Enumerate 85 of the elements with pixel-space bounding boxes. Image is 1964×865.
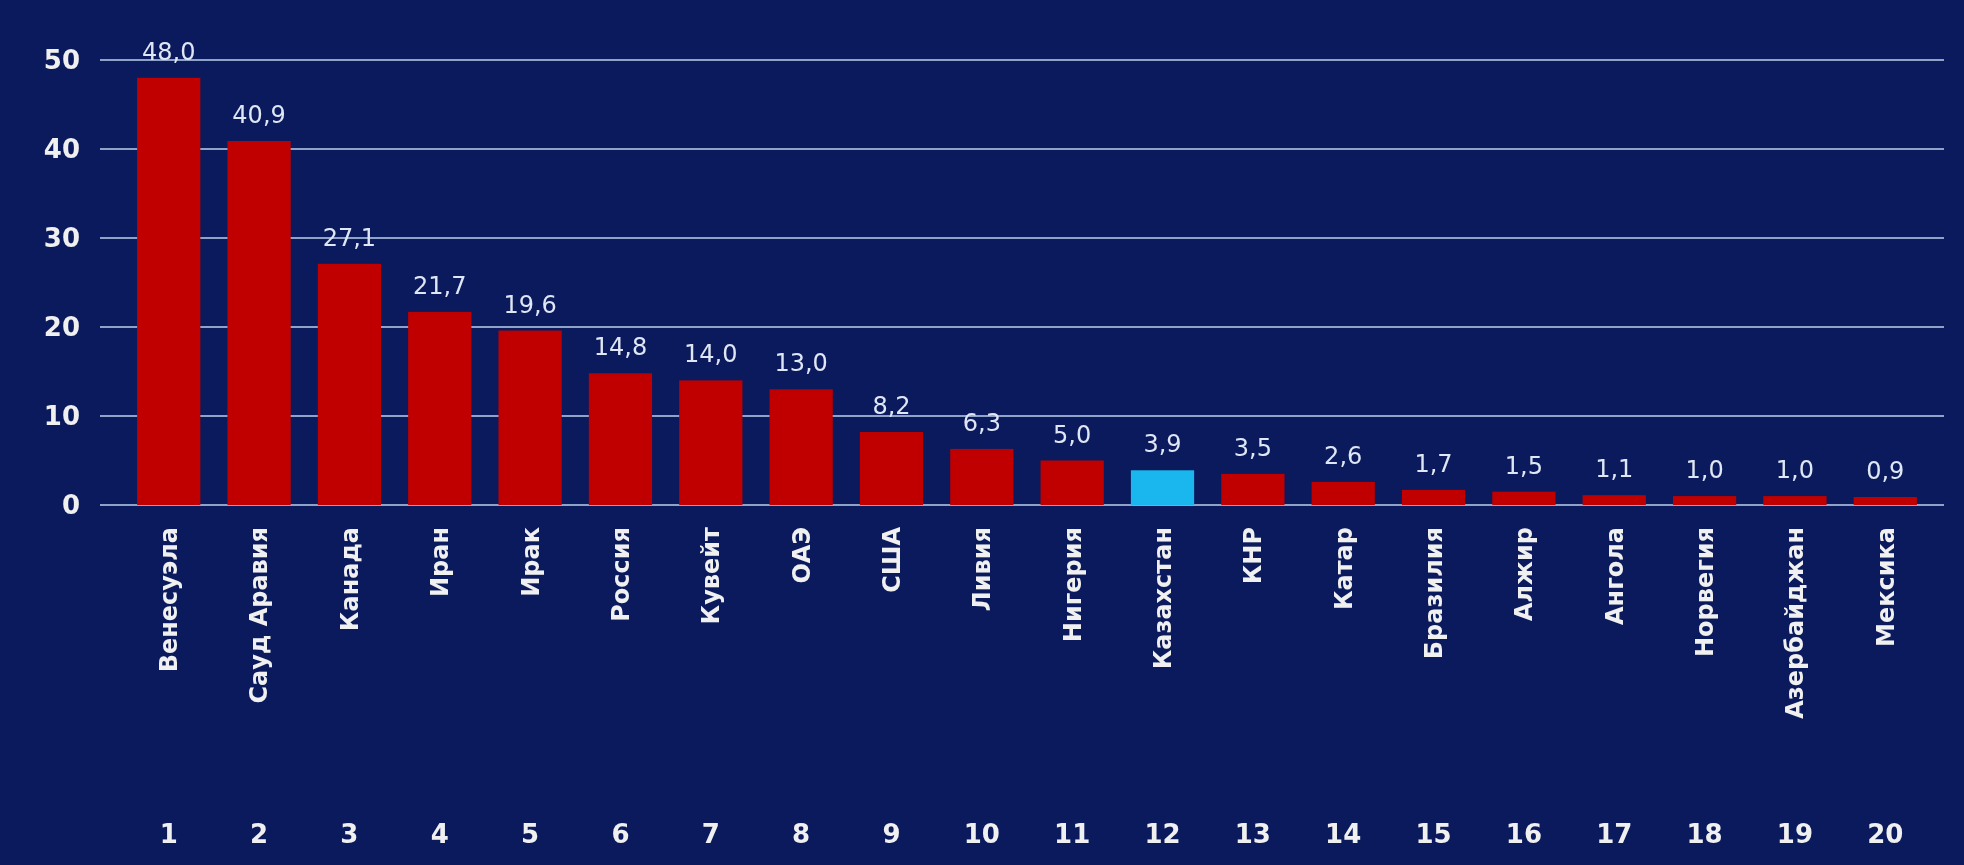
text: 11 — [1054, 819, 1091, 849]
data-label: 2,6 — [1324, 441, 1363, 470]
text: 5 — [521, 819, 540, 849]
bar — [408, 311, 472, 505]
data-label: 13,0 — [774, 349, 828, 378]
bar — [1401, 489, 1466, 505]
bar — [950, 448, 1014, 505]
text: 13 — [1234, 819, 1271, 849]
data-label: 19,6 — [503, 290, 557, 319]
x-tick-label: Сауд Аравия — [245, 527, 274, 704]
text: 7 — [701, 819, 720, 849]
x-tick-label: Ирак — [516, 527, 545, 597]
data-label: 1,1 — [1595, 455, 1634, 484]
text: 2 — [250, 819, 269, 849]
y-tick-label: 50 — [43, 45, 80, 76]
data-label: 1,7 — [1414, 449, 1453, 478]
text: 10 — [963, 819, 1000, 849]
y-tick-label: 20 — [43, 312, 80, 343]
data-label: 1,5 — [1504, 451, 1543, 480]
bar — [1130, 470, 1195, 505]
text: 9 — [882, 819, 901, 849]
bar — [769, 389, 833, 505]
y-tick-label: 0 — [61, 490, 80, 521]
x-tick-label: США — [877, 526, 906, 593]
text: 16 — [1505, 819, 1542, 849]
x-tick-label: Нигерия — [1058, 527, 1087, 643]
data-label: 40,9 — [232, 100, 286, 129]
bar — [1763, 496, 1827, 505]
x-tick-label: Казахстан — [1148, 527, 1177, 670]
text: 19 — [1776, 819, 1814, 849]
data-label: 1,0 — [1685, 456, 1724, 485]
x-tick-label: Кувейт — [697, 526, 726, 625]
data-label: 5,0 — [1053, 420, 1092, 449]
text: 3 — [340, 819, 359, 849]
data-label: 6,3 — [962, 408, 1001, 437]
x-tick-label: Норвегия — [1690, 527, 1719, 657]
data-label: 1,0 — [1775, 456, 1815, 485]
bar — [1853, 496, 1917, 505]
data-label: 48,0 — [142, 37, 196, 66]
text: 4 — [430, 819, 449, 849]
x-tick-label: Бразилия — [1419, 527, 1448, 660]
bar — [1311, 481, 1375, 505]
x-tick-label: Иран — [426, 527, 455, 598]
data-label: 8,2 — [872, 392, 911, 421]
data-label: 14,0 — [684, 340, 738, 369]
x-tick-label: Ливия — [968, 527, 997, 612]
bar — [317, 263, 382, 505]
y-tick-label: 30 — [43, 223, 80, 254]
bar — [588, 373, 653, 505]
bar — [1492, 491, 1556, 505]
text: 15 — [1415, 819, 1452, 849]
bar — [498, 330, 562, 505]
x-tick-label: Россия — [606, 527, 635, 622]
x-tick-label: ОАЭ — [787, 527, 816, 584]
text: 1 — [159, 819, 178, 849]
x-tick-label: КНР — [1239, 527, 1268, 585]
x-tick-label: Катар — [1329, 527, 1358, 611]
x-tick-label: Мексика — [1871, 527, 1900, 647]
text: 18 — [1686, 819, 1723, 849]
bar — [1582, 495, 1646, 505]
data-label: 14,8 — [593, 333, 648, 362]
data-label: 3,5 — [1233, 433, 1272, 462]
y-tick-label: 10 — [43, 401, 80, 432]
data-label: 0,9 — [1866, 456, 1905, 485]
bar — [1221, 473, 1285, 505]
bar — [1040, 460, 1104, 505]
x-tick-label: Алжир — [1510, 527, 1539, 622]
bar — [1672, 496, 1737, 505]
text: 6 — [611, 819, 630, 849]
bar — [227, 140, 291, 505]
data-label: 3,9 — [1143, 430, 1182, 459]
bar — [859, 432, 924, 505]
y-tick-label: 40 — [43, 134, 80, 165]
x-tick-label: Канада — [335, 527, 364, 632]
x-tick-label: Ангола — [1600, 527, 1629, 625]
x-tick-label: Азербайджан — [1781, 527, 1810, 719]
x-tick-label: Венесуэла — [155, 527, 184, 673]
text: 17 — [1596, 819, 1633, 849]
bar — [679, 380, 743, 505]
bar — [137, 77, 201, 505]
text: 8 — [792, 819, 811, 849]
text: 20 — [1867, 819, 1904, 849]
data-label: 21,7 — [413, 271, 467, 300]
text: 12 — [1144, 819, 1181, 849]
text: 14 — [1325, 819, 1362, 849]
